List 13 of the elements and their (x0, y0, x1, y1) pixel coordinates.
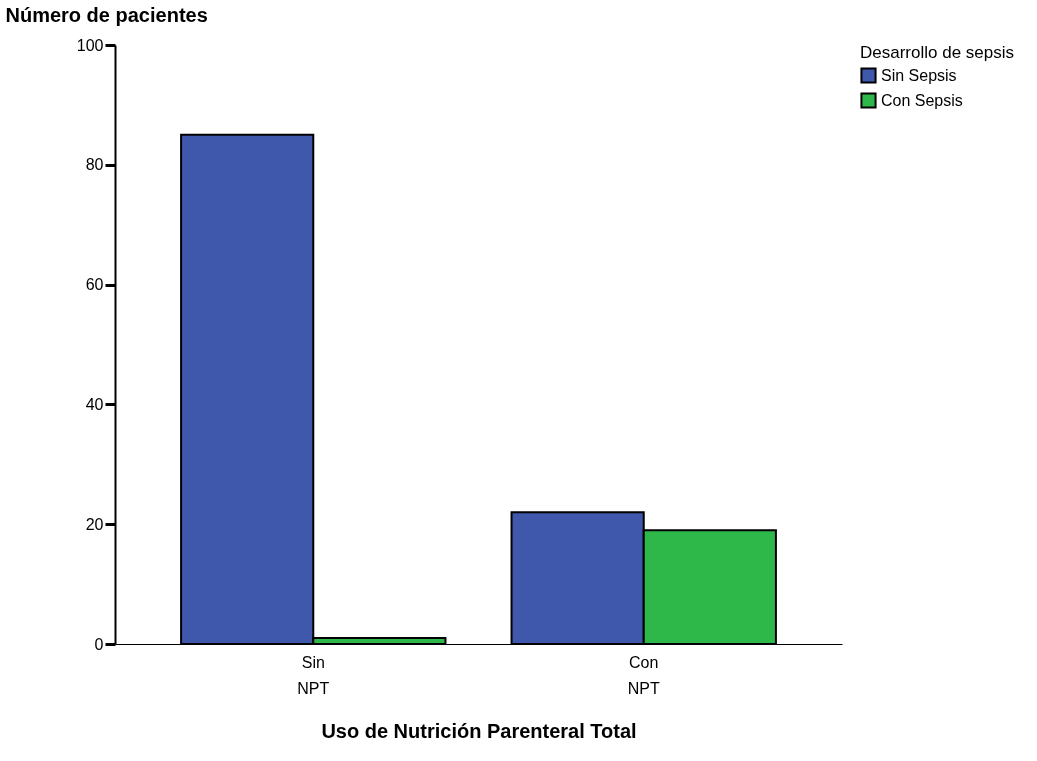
y-tick-label: 40 (85, 395, 104, 413)
x-axis-title: Uso de Nutrición Parenteral Total (321, 719, 637, 742)
y-tick-label: 20 (85, 515, 104, 533)
legend-label: Con Sepsis (881, 91, 963, 109)
y-tick-label: 60 (85, 276, 104, 294)
x-tick-label: Sin NPT (297, 653, 330, 697)
y-tick-label: 0 (94, 635, 104, 653)
y-tick-label: 80 (85, 156, 104, 174)
y-axis-title: Número de pacientes (5, 3, 208, 26)
legend-title: Desarrollo de sepsis (860, 43, 1015, 62)
legend-label: Sin Sepsis (881, 66, 957, 84)
x-tick-label: Con NPT (627, 653, 660, 697)
y-tick-label: 100 (76, 36, 104, 54)
